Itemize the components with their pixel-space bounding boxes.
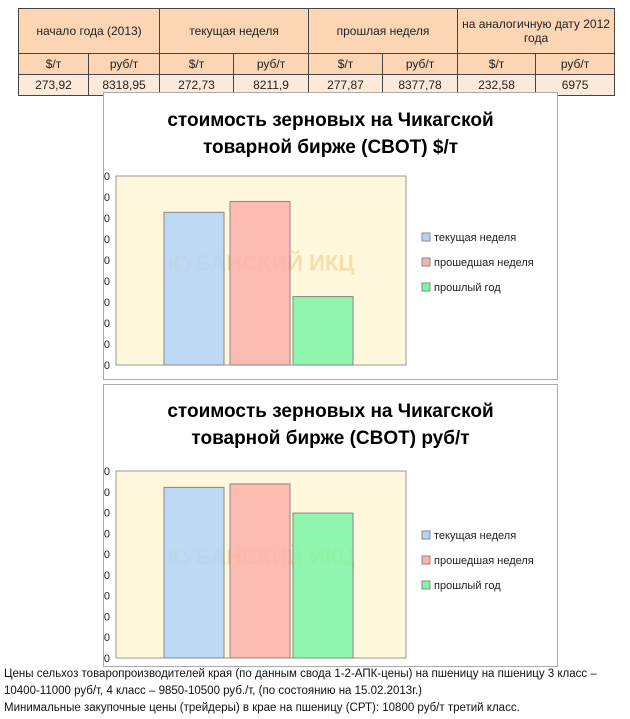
chart-title: стоимость зерновых на Чикагской [167,401,494,422]
y-tick-label: 0 [104,653,110,665]
y-tick-label: 250 [104,255,110,267]
legend-swatch [421,530,431,540]
y-tick-label: 4000 [104,570,110,582]
y-tick-label: 240 [104,276,110,288]
unit-header: $/т [18,53,89,75]
note-line: 10400-11000 руб/т, 4 класс – 9850-10500 … [4,685,423,697]
bar-2 [229,483,291,659]
value-cell: 8318,95 [87,74,161,96]
unit-header: руб/т [535,53,616,75]
legend-label: текущая неделя [434,530,516,542]
value-cell: 232,58 [457,74,537,96]
bar-3 [292,512,354,659]
y-tick-label: 7000 [104,508,110,520]
y-tick-label: 280 [104,192,110,204]
chart-rub: стоимость зерновых на Чикагской товарной… [103,384,558,667]
y-tick-label: 9000 [104,466,110,478]
chart-usd: стоимость зерновых на Чикагской товарной… [103,92,558,380]
legend-label: прошедшая неделя [434,555,534,567]
notes: Цены сельхоз товаропроизводителей края (… [4,666,626,717]
chart-title: товарной бирже (CBOT) $/т [202,137,459,158]
y-tick-label: 210 [104,339,110,351]
y-tick-label: 260 [104,234,110,246]
value-cell: 8211,9 [233,74,310,96]
note-line: Минимальные закупочные цены (трейдеры) в… [4,702,520,714]
y-tick-label: 200 [104,360,110,372]
unit-header: $/т [457,53,537,75]
y-tick-label: 270 [104,213,110,225]
y-tick-label: 230 [104,297,110,309]
bar-3 [292,296,354,366]
bar-1 [163,211,225,366]
y-tick-label: 3000 [104,591,110,603]
legend-label: прошедшая неделя [434,257,534,269]
legend-swatch [421,580,431,590]
y-tick-label: 8000 [104,487,110,499]
group-header: на аналогичную дату 2012 года [457,8,616,54]
group-header: прошлая неделя [308,8,459,54]
group-header: текущая неделя [159,8,310,54]
legend-swatch [421,257,431,267]
bar-1 [163,486,225,659]
y-tick-label: 6000 [104,528,110,540]
legend-swatch [421,232,431,242]
legend-label: прошлый год [434,580,501,592]
value-cell: 273,92 [18,74,89,96]
note-line: Цены сельхоз товаропроизводителей края (… [4,668,597,680]
chart-title: стоимость зерновых на Чикагской [167,110,494,131]
legend-swatch [421,282,431,292]
unit-header: руб/т [233,53,310,75]
price-table: начало года (2013) текущая неделя прошла… [17,8,616,96]
y-tick-label: 1000 [104,632,110,644]
legend-swatch [421,555,431,565]
bar-2 [229,200,291,366]
group-header: начало года (2013) [17,8,161,54]
chart-title: товарной бирже (CBOT) руб/т [191,428,470,449]
value-cell: 6975 [535,74,616,96]
y-tick-label: 220 [104,318,110,330]
unit-header: руб/т [382,53,459,75]
legend-label: прошлый год [434,282,501,294]
unit-header: $/т [308,53,384,75]
legend-label: текущая неделя [434,232,516,244]
unit-header: $/т [159,53,235,75]
y-tick-label: 5000 [104,549,110,561]
chart-svg: КУБАНСКИЙ ИКЦ200210220230240250260270280… [104,171,534,372]
y-tick-label: 290 [104,171,110,183]
value-cell: 8377,78 [382,74,459,96]
unit-header: руб/т [87,53,161,75]
y-tick-label: 2000 [104,611,110,623]
chart-svg: КУБАНСКИЙ ИКЦ010002000300040005000600070… [104,466,534,665]
value-cell: 272,73 [159,74,235,96]
